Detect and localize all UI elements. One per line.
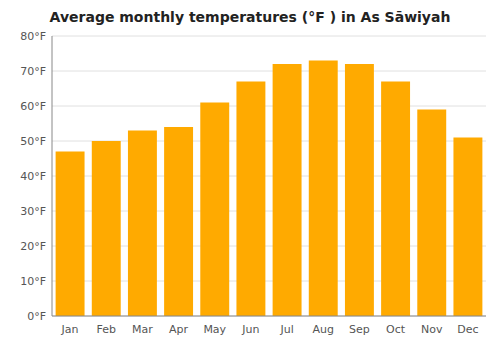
y-tick-label: 70°F [20, 65, 46, 78]
x-tick-label: Jul [279, 323, 293, 336]
x-tick-label: Jan [61, 323, 79, 336]
y-tick-label: 10°F [20, 275, 46, 288]
bar [345, 64, 374, 316]
grid [52, 36, 486, 316]
x-tick-label: Feb [97, 323, 116, 336]
bar [273, 64, 302, 316]
y-tick-label: 20°F [20, 240, 46, 253]
grid-line [52, 106, 486, 107]
y-tick-label: 60°F [20, 100, 46, 113]
x-tick-label: Apr [169, 323, 189, 336]
bar [200, 103, 229, 317]
bar [92, 141, 121, 316]
bar [128, 131, 157, 317]
bar [417, 110, 446, 317]
grid-line [52, 316, 486, 317]
x-axis [52, 316, 486, 317]
x-tick-label: Jun [241, 323, 259, 336]
x-tick-label: Nov [421, 323, 443, 336]
x-tick-label: Aug [313, 323, 334, 336]
bar [56, 152, 85, 317]
bars [56, 61, 483, 317]
bar [381, 82, 410, 317]
bar [309, 61, 338, 317]
y-tick-label: 50°F [20, 135, 46, 148]
y-tick-label: 0°F [27, 310, 46, 323]
x-tick-label: May [203, 323, 226, 336]
x-tick-label: Dec [457, 323, 478, 336]
title: Average monthly temperatures (°F ) in As… [50, 9, 451, 25]
x-tick-label: Sep [349, 323, 370, 336]
x-tick-label: Oct [386, 323, 406, 336]
y-tick-label: 40°F [20, 170, 46, 183]
bar [164, 127, 193, 316]
chart: Average monthly temperatures (°F ) in As… [0, 0, 500, 350]
bar [453, 138, 482, 317]
bar [236, 82, 265, 317]
y-axis [52, 36, 53, 316]
grid-line [52, 71, 486, 72]
y-tick-label: 80°F [20, 30, 46, 43]
x-tick-label: Mar [132, 323, 153, 336]
y-tick-label: 30°F [20, 205, 46, 218]
grid-line [52, 36, 486, 37]
